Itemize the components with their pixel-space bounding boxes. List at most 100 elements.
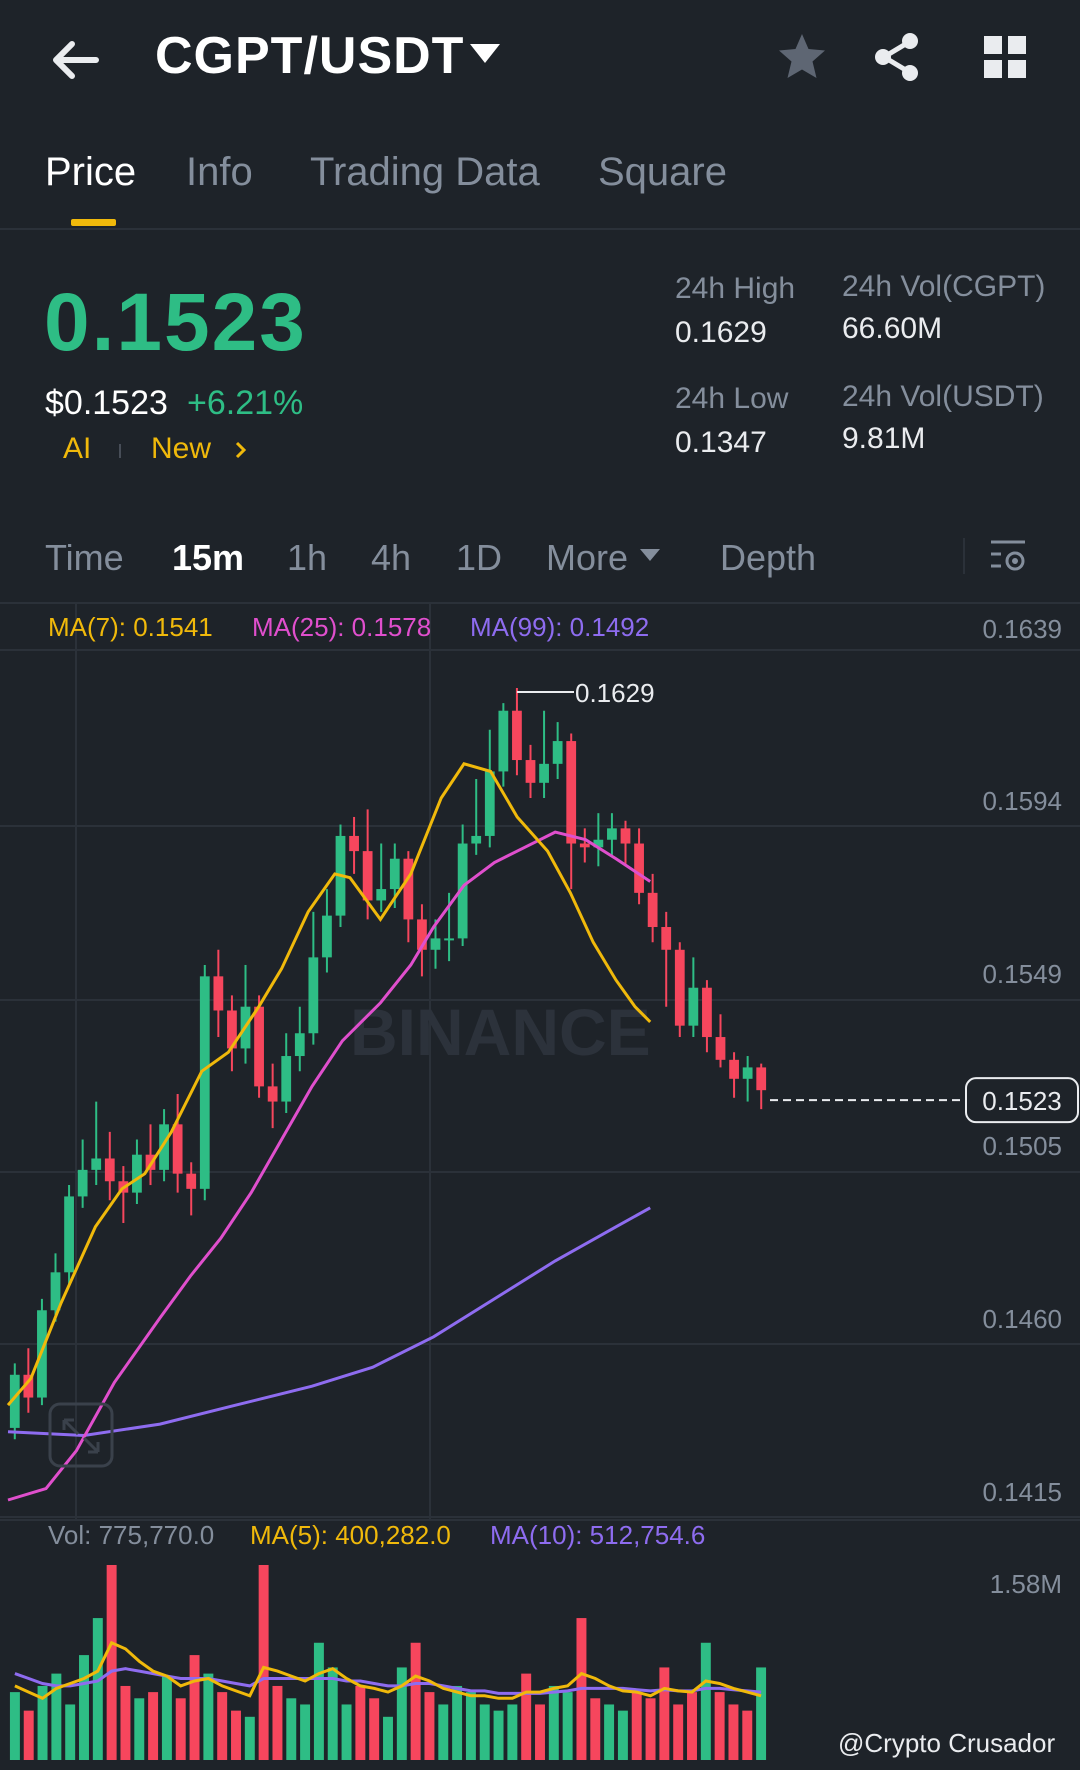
volume-bar — [590, 1698, 601, 1760]
timeframe-15m[interactable]: 15m — [172, 537, 245, 578]
tab-bar: Price Info Trading Data Square — [0, 140, 1080, 230]
high-value: 0.1629 — [675, 316, 767, 349]
volume-bar — [659, 1667, 670, 1760]
tag-ai[interactable]: AI — [63, 432, 92, 465]
volume-bar — [65, 1704, 76, 1760]
volume-bar — [79, 1655, 89, 1760]
timeframe-time[interactable]: Time — [45, 537, 124, 578]
volume-bar — [341, 1704, 352, 1760]
candle — [702, 987, 712, 1038]
vol-base-value: 66.60M — [842, 312, 943, 345]
candle — [186, 1173, 197, 1189]
volume-bar — [631, 1692, 642, 1760]
volume-bar — [617, 1710, 628, 1760]
star-icon[interactable] — [775, 30, 829, 84]
vol-quote-label: 24h Vol(USDT) — [842, 380, 1044, 413]
credit-watermark: @Crypto Crusador — [838, 1728, 1056, 1758]
chart-settings-icon[interactable] — [988, 536, 1028, 585]
last-price: 0.1523 — [44, 277, 307, 368]
volume-bar — [203, 1673, 214, 1760]
candle — [9, 1374, 20, 1428]
vol-base-label: 24h Vol(CGPT) — [842, 270, 1046, 303]
active-tab-indicator — [71, 219, 116, 226]
caret-down-icon[interactable] — [640, 549, 660, 561]
timeframe-more[interactable]: More — [546, 537, 629, 578]
toolbar-divider — [963, 538, 965, 574]
tab-info[interactable]: Info — [186, 150, 253, 194]
volume-bar — [355, 1685, 366, 1760]
candle — [104, 1158, 115, 1182]
candle — [620, 828, 631, 844]
tag-new[interactable]: New — [151, 432, 212, 465]
binance-chart-watermark: BINANCE — [350, 995, 651, 1069]
grid-icon[interactable] — [978, 30, 1032, 84]
volume-bar — [327, 1667, 338, 1760]
tab-square[interactable]: Square — [598, 150, 727, 194]
volume-bar — [189, 1655, 200, 1760]
depth-tab[interactable]: Depth — [720, 537, 817, 578]
candlestick-chart[interactable]: BINANCE 0.1639 0.1594 0.1549 0.1505 0.1460 0.… — [0, 604, 1080, 1770]
candle — [417, 919, 427, 950]
volume-ma10-line — [14, 1667, 762, 1695]
volume-bar — [438, 1704, 449, 1760]
candle — [512, 710, 522, 761]
last-price-box — [965, 1077, 1079, 1124]
candle — [593, 839, 604, 848]
candle — [254, 1006, 264, 1087]
volume-bar — [9, 1692, 20, 1760]
candle — [64, 1196, 74, 1273]
tab-trading-data[interactable]: Trading Data — [310, 150, 540, 194]
top-bar: CGPT/USDT — [0, 0, 1080, 120]
candle — [172, 1124, 183, 1174]
chevron-right-icon[interactable] — [233, 432, 249, 476]
candle — [308, 957, 319, 1034]
usd-price: $0.1523 — [45, 384, 168, 422]
timeframe-4h[interactable]: 4h — [371, 537, 412, 578]
volume-bar — [175, 1698, 186, 1760]
candle — [132, 1154, 142, 1193]
y-tick-label: 0.1639 — [982, 614, 1062, 644]
tab-price[interactable]: Price — [45, 150, 137, 194]
back-arrow-icon[interactable] — [48, 32, 104, 88]
share-icon[interactable] — [870, 30, 924, 84]
volume-bar — [92, 1618, 103, 1760]
ma-legend-item: MA(7): 0.1541 — [48, 612, 213, 642]
candle — [566, 741, 577, 844]
volume-bar — [700, 1642, 711, 1760]
volume-bar — [51, 1673, 62, 1760]
volume-bar — [687, 1692, 697, 1760]
volume-bar — [37, 1685, 48, 1760]
candle — [525, 760, 536, 783]
volume-bar — [562, 1692, 573, 1760]
y-tick-label: 0.1594 — [982, 786, 1062, 816]
candle — [484, 771, 495, 836]
chevron-down-icon[interactable] — [470, 44, 500, 63]
ma-legend-item: MA(99): 0.1492 — [470, 612, 649, 642]
candle — [715, 1037, 726, 1060]
high-label: 24h High — [675, 272, 796, 305]
volume-bar — [742, 1710, 753, 1760]
candle — [281, 1056, 292, 1102]
candle — [213, 976, 224, 1011]
volume-bar — [756, 1667, 767, 1760]
candle — [688, 987, 699, 1026]
volume-bar — [120, 1685, 131, 1760]
timeframe-1d[interactable]: 1D — [456, 537, 503, 578]
volume-bar — [300, 1704, 311, 1760]
volume-bar — [106, 1565, 117, 1760]
pair-title[interactable]: CGPT/USDT — [155, 27, 465, 85]
volume-bar — [714, 1692, 725, 1760]
candle — [376, 889, 387, 901]
candle — [729, 1059, 739, 1079]
ma-legend-item: MA(25): 0.1578 — [252, 612, 431, 642]
volume-bar — [258, 1565, 269, 1760]
candle — [349, 835, 359, 852]
timeframe-1h[interactable]: 1h — [287, 537, 328, 578]
volume-bar — [535, 1704, 545, 1760]
candle — [498, 710, 509, 772]
vol-y-tick-label: 1.58M — [990, 1569, 1062, 1599]
price-change: +6.21% — [187, 384, 304, 422]
candle — [199, 976, 210, 1189]
volume-bar — [645, 1698, 656, 1760]
collapse-arrows-icon — [48, 1402, 114, 1468]
